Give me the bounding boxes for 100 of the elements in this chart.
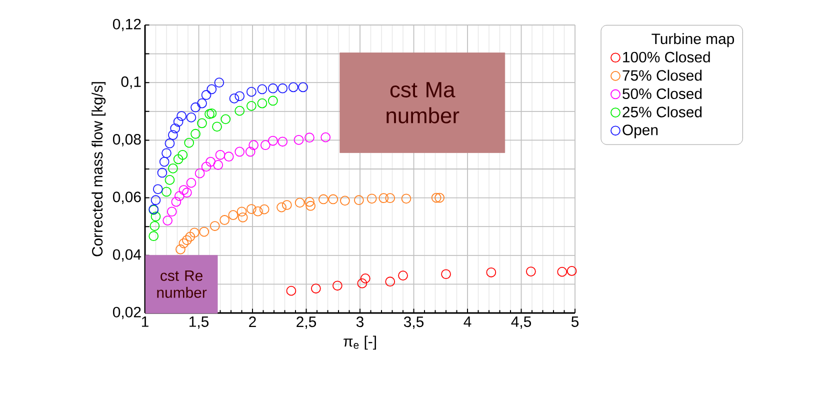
point	[178, 238, 189, 248]
x-tick-label: 2,5	[296, 316, 316, 329]
point	[526, 266, 536, 276]
point	[566, 266, 577, 276]
point	[228, 210, 238, 220]
y-tick-label: 0,1	[121, 76, 141, 89]
point	[224, 152, 234, 162]
point	[150, 221, 160, 231]
point	[185, 232, 196, 242]
point	[150, 212, 161, 222]
point	[238, 212, 248, 222]
point	[340, 196, 350, 206]
point	[204, 109, 214, 119]
point	[182, 235, 192, 246]
point	[366, 194, 377, 204]
legend-title: Turbine map	[652, 33, 734, 48]
y-tick-label: 0,12	[112, 18, 141, 32]
legend-label: 100% Closed	[623, 51, 710, 62]
point	[199, 226, 210, 237]
point	[173, 154, 184, 164]
point	[206, 108, 217, 118]
point	[259, 204, 270, 214]
point	[398, 270, 408, 280]
point	[278, 83, 288, 94]
point	[176, 111, 186, 121]
point	[385, 276, 396, 287]
point	[252, 206, 263, 216]
point	[176, 244, 186, 254]
point	[248, 140, 259, 150]
point	[194, 168, 205, 178]
x-tick-label: 1	[142, 316, 148, 327]
point	[318, 194, 328, 204]
point	[190, 228, 200, 238]
point	[276, 202, 286, 212]
x-tick-label: 4,5	[511, 316, 532, 329]
point	[190, 128, 200, 139]
point	[220, 215, 230, 225]
point	[197, 118, 207, 128]
point	[148, 231, 159, 242]
point	[170, 123, 180, 134]
point	[434, 192, 444, 203]
point	[234, 106, 245, 116]
point	[401, 194, 412, 204]
x-tick-label: 4	[464, 316, 472, 327]
point	[257, 98, 268, 108]
point	[220, 114, 231, 124]
point	[268, 136, 278, 146]
point	[201, 90, 212, 100]
x-tick-label: 3	[356, 316, 364, 328]
point	[378, 193, 389, 204]
point	[486, 267, 496, 278]
annotation: cst Ma number	[386, 82, 460, 124]
point	[278, 136, 288, 147]
point	[150, 195, 161, 206]
point	[214, 78, 224, 88]
point	[246, 86, 256, 97]
legend-label: 75% Closed	[622, 70, 702, 81]
y-tick-label: 0,08	[112, 134, 141, 146]
point	[184, 138, 194, 148]
point	[215, 150, 226, 160]
point	[229, 94, 240, 104]
point	[157, 168, 168, 178]
point	[213, 160, 224, 170]
point	[168, 163, 178, 174]
point	[174, 191, 184, 202]
point	[294, 134, 304, 145]
point	[328, 194, 338, 204]
point	[190, 102, 200, 112]
y-axis-title: Corrected mass flow [kg/s]	[92, 82, 106, 256]
point	[557, 266, 568, 277]
point	[152, 184, 163, 194]
point	[257, 84, 268, 94]
point	[306, 200, 316, 211]
point	[286, 286, 296, 296]
point	[441, 269, 451, 280]
point	[431, 192, 442, 203]
y-tick-label: 0,02	[112, 306, 141, 320]
point	[268, 83, 278, 94]
point	[385, 193, 396, 204]
point	[268, 96, 278, 106]
point	[210, 221, 220, 231]
x-tick-label: 3,5	[404, 316, 424, 329]
point	[186, 178, 196, 188]
point	[245, 146, 256, 157]
y-tick-label: 0,04	[112, 249, 142, 262]
point	[246, 100, 256, 111]
point	[360, 274, 370, 284]
point	[159, 156, 170, 167]
annotation: cst Re number	[157, 270, 207, 298]
point	[206, 156, 216, 167]
point	[311, 284, 321, 294]
x-axis-title: π$_{e}$ [-]	[344, 336, 376, 350]
point	[236, 206, 247, 217]
y-tick-label: 0,06	[112, 192, 141, 204]
x-tick-label: 5	[571, 316, 579, 327]
point	[162, 186, 172, 197]
point	[197, 98, 207, 108]
point	[298, 82, 308, 92]
point	[357, 278, 368, 288]
point	[162, 148, 172, 158]
